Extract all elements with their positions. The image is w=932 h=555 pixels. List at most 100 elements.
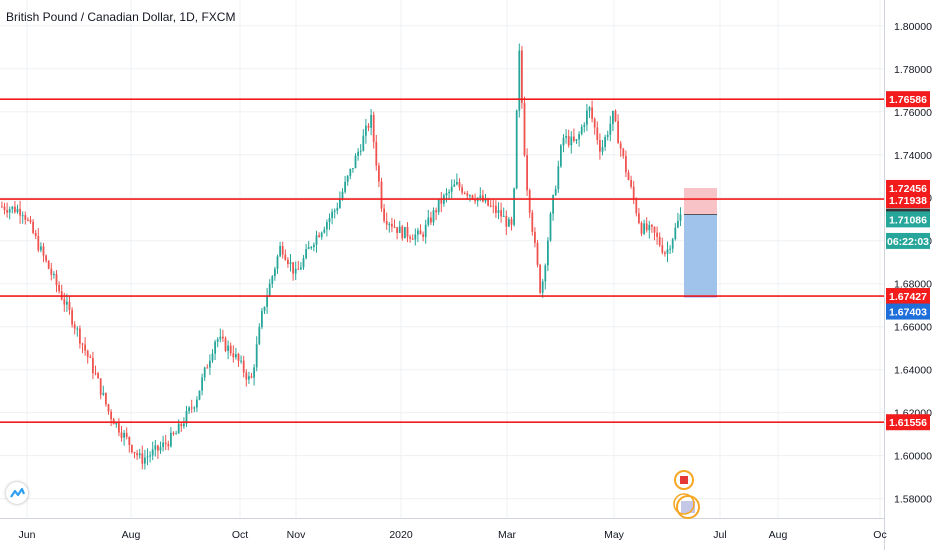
candle-body <box>391 224 393 227</box>
x-tick-label: May <box>604 529 625 541</box>
y-tick-label: 1.68000 <box>894 279 932 291</box>
candle-body <box>300 267 302 270</box>
stop-price-tag-bg <box>886 179 930 196</box>
candle-body <box>658 236 661 246</box>
bid-price-tag-bg <box>886 211 930 228</box>
candle-body <box>437 199 440 213</box>
candle-body <box>141 453 144 464</box>
candle-body <box>674 227 677 240</box>
candle-body <box>326 222 328 230</box>
candle-body <box>73 324 76 329</box>
candle-body <box>505 215 508 227</box>
candle-body <box>539 264 541 293</box>
candle-body <box>560 145 562 167</box>
candle-body <box>450 186 453 192</box>
level-price-tag: 1.67427 <box>889 291 927 303</box>
candle-body <box>372 114 375 142</box>
candle-body <box>580 126 583 135</box>
candle-body <box>92 357 94 374</box>
candle-body <box>253 367 255 378</box>
candle-body <box>419 230 422 235</box>
candle-body <box>531 212 534 232</box>
candle-body <box>263 306 266 311</box>
candle-body <box>432 210 435 223</box>
y-tick-label: 1.78000 <box>894 64 932 76</box>
candle-body <box>497 210 500 213</box>
bid-price-tag: 1.71086 <box>889 214 927 226</box>
candle-body <box>258 327 261 345</box>
candle-body <box>164 442 167 444</box>
candle-body <box>180 423 183 427</box>
level-price-tag: 1.61556 <box>889 417 927 429</box>
candle-body <box>84 344 86 351</box>
candle-body <box>274 268 276 277</box>
candle-body <box>133 452 136 454</box>
candle-body <box>606 134 609 137</box>
candle-body <box>211 353 214 361</box>
target-price-tag-bg <box>886 303 930 320</box>
candle-body <box>136 453 138 456</box>
candle-body <box>331 211 333 218</box>
candle-body <box>53 273 55 275</box>
candle-body <box>237 354 240 361</box>
take-profit-zone[interactable] <box>684 214 717 297</box>
candle-body <box>357 151 359 156</box>
candle-body <box>271 276 274 284</box>
countdown-tag: 06:22:03 <box>887 236 929 248</box>
x-tick-label: Oct <box>232 529 248 541</box>
countdown-tag-bg <box>886 232 930 249</box>
candle-body <box>362 135 365 151</box>
candle-body <box>151 449 154 456</box>
y-tick-label: 1.58000 <box>894 494 932 506</box>
candle-body <box>302 258 305 268</box>
candle-body <box>427 217 430 225</box>
candle-body <box>159 447 162 451</box>
candle-body <box>544 265 547 282</box>
candle-body <box>40 246 42 251</box>
candle-body <box>614 110 617 122</box>
candle-body <box>484 198 487 202</box>
candle-body <box>430 217 432 223</box>
candle-body <box>1 206 3 208</box>
candle-body <box>523 102 526 156</box>
candle-body <box>190 407 193 409</box>
candle-body <box>3 206 6 211</box>
candle-body <box>422 234 424 237</box>
candle-body <box>495 205 497 213</box>
candle-body <box>417 230 419 235</box>
y-tick-label: 1.64000 <box>894 365 932 377</box>
level-price-tag: 1.71938 <box>889 195 927 207</box>
candle-body <box>640 223 643 234</box>
candle-body <box>157 445 159 451</box>
candle-body <box>346 175 349 182</box>
candle-body <box>47 260 50 269</box>
y-tick-label: 1.66000 <box>894 322 932 334</box>
candle-body <box>209 360 211 368</box>
candle-body <box>99 378 102 395</box>
candle-body <box>123 432 125 438</box>
stop-loss-zone[interactable] <box>684 187 717 215</box>
candle-body <box>268 283 271 297</box>
candle-body <box>336 207 339 211</box>
candle-body <box>567 135 570 146</box>
candle-body <box>565 135 567 138</box>
candle-body <box>515 110 518 189</box>
candle-body <box>679 214 682 221</box>
candle-body <box>466 193 469 196</box>
candle-body <box>586 110 588 125</box>
candle-body <box>201 377 203 391</box>
candle-body <box>344 181 346 192</box>
candle-body <box>219 336 222 340</box>
candle-body <box>411 238 414 240</box>
candle-body <box>276 256 279 269</box>
tradingview-logo-icon[interactable] <box>6 482 28 504</box>
candle-body <box>440 199 443 204</box>
candle-body <box>235 354 237 358</box>
candle-body <box>489 205 492 207</box>
candle-body <box>315 235 318 245</box>
chart-title: British Pound / Canadian Dollar, 1D, FXC… <box>6 10 236 24</box>
x-tick-label: Jun <box>19 529 36 541</box>
candle-body <box>656 232 658 237</box>
